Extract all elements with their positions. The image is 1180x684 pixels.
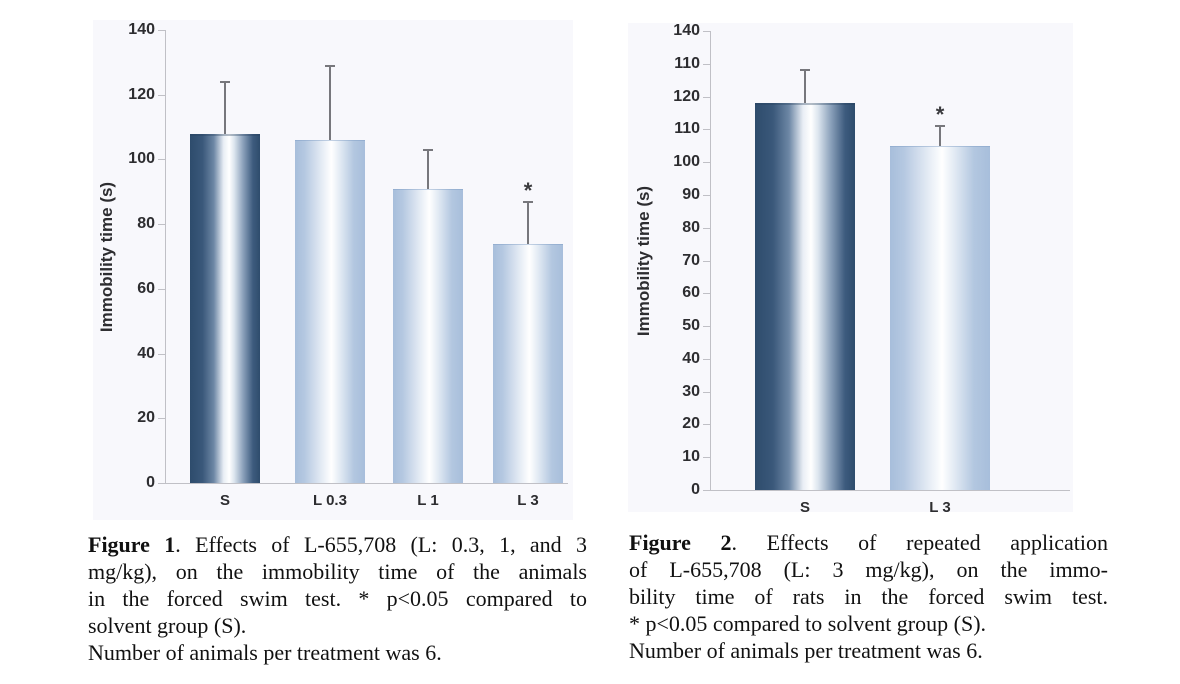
y-tick-label: 80 bbox=[137, 215, 155, 232]
y-tick bbox=[158, 354, 165, 355]
y-tick bbox=[703, 97, 710, 98]
bar bbox=[890, 146, 990, 490]
bar bbox=[755, 103, 855, 490]
caption-line: * p<0.05 compared to solvent group (S). bbox=[629, 611, 987, 636]
significance-asterisk: * bbox=[523, 178, 533, 203]
bar bbox=[295, 140, 365, 483]
y-tick bbox=[158, 95, 165, 96]
x-axis bbox=[710, 490, 1070, 491]
y-tick bbox=[703, 31, 710, 32]
y-tick-label: 30 bbox=[682, 383, 700, 400]
caption-text: . Effects of repeated application bbox=[731, 530, 1108, 555]
error-bar-cap bbox=[935, 125, 945, 127]
bar bbox=[493, 244, 563, 483]
x-axis bbox=[165, 483, 568, 484]
y-tick bbox=[703, 195, 710, 196]
y-tick bbox=[158, 418, 165, 419]
y-tick-label: 80 bbox=[682, 219, 700, 236]
bar bbox=[190, 134, 260, 483]
y-tick bbox=[703, 359, 710, 360]
error-bar bbox=[804, 70, 806, 103]
y-tick-label: 110 bbox=[674, 120, 700, 137]
y-tick bbox=[703, 129, 710, 130]
x-tick-label: L 3 bbox=[517, 492, 539, 509]
caption-line: solvent group (S). bbox=[88, 613, 247, 638]
y-tick bbox=[703, 424, 710, 425]
error-bar-cap bbox=[523, 201, 533, 203]
x-tick-label: L 0.3 bbox=[313, 492, 347, 509]
caption-line: Figure 1. Effects of L-655,708 (L: 0.3, … bbox=[88, 531, 587, 558]
figure-1-chart: Immobility time (s) 0 20 40 60 80 100 120 140 S L… bbox=[93, 20, 573, 520]
y-tick-label: 60 bbox=[137, 280, 155, 297]
y-tick bbox=[158, 289, 165, 290]
y-tick-label: 70 bbox=[682, 252, 700, 269]
y-tick bbox=[158, 224, 165, 225]
y-tick bbox=[703, 228, 710, 229]
y-tick bbox=[158, 30, 165, 31]
figure-2-chart: Immobility time (s) 0 10 20 30 40 50 60 70 80 90 1… bbox=[628, 22, 1073, 516]
figure-1-caption: Figure 1. Effects of L-655,708 (L: 0.3, … bbox=[88, 531, 587, 666]
x-tick-label: L 3 bbox=[929, 499, 951, 516]
x-tick-label: S bbox=[219, 492, 230, 509]
y-tick bbox=[158, 483, 165, 484]
figure-2-caption: Figure 2. Effects of repeated applicatio… bbox=[629, 529, 1108, 664]
y-tick-label: 40 bbox=[682, 350, 700, 367]
y-tick-label: 110 bbox=[674, 55, 700, 72]
y-tick-label: 60 bbox=[682, 284, 700, 301]
error-bar bbox=[527, 202, 529, 244]
y-tick-label: 0 bbox=[691, 481, 700, 498]
y-tick bbox=[703, 162, 710, 163]
y-tick-label: 0 bbox=[146, 474, 155, 491]
error-bar bbox=[329, 66, 331, 140]
y-tick-label: 140 bbox=[128, 21, 155, 38]
y-tick bbox=[703, 261, 710, 262]
y-tick-label: 140 bbox=[673, 22, 700, 39]
y-tick bbox=[703, 326, 710, 327]
caption-line: bility time of rats in the forced swim t… bbox=[629, 584, 1108, 609]
error-bar bbox=[224, 82, 226, 134]
y-tick bbox=[158, 159, 165, 160]
x-tick-label: L 1 bbox=[417, 492, 439, 509]
bar bbox=[393, 189, 463, 483]
caption-line: Figure 2. Effects of repeated applicatio… bbox=[629, 529, 1108, 556]
y-axis bbox=[710, 31, 711, 491]
y-axis bbox=[165, 30, 166, 484]
y-tick-label: 100 bbox=[128, 150, 155, 167]
error-bar bbox=[427, 150, 429, 189]
y-tick-label: 50 bbox=[682, 317, 700, 334]
error-bar bbox=[939, 126, 941, 146]
caption-line: of L-655,708 (L: 3 mg/kg), on the immo- bbox=[629, 557, 1108, 582]
error-bar-cap bbox=[325, 65, 335, 67]
y-tick-label: 20 bbox=[682, 415, 700, 432]
caption-line: mg/kg), on the immobility time of the an… bbox=[88, 559, 587, 584]
error-bar-cap bbox=[800, 69, 810, 71]
y-tick-label: 40 bbox=[137, 345, 155, 362]
y-tick-label: 20 bbox=[137, 409, 155, 426]
y-tick-label: 10 bbox=[682, 448, 700, 465]
caption-line: in the forced swim test. * p<0.05 compar… bbox=[88, 586, 587, 611]
caption-line: Number of animals per treatment was 6. bbox=[88, 640, 442, 665]
x-tick-label: S bbox=[799, 499, 810, 516]
y-tick bbox=[703, 293, 710, 294]
error-bar-cap bbox=[423, 149, 433, 151]
figure-label: Figure 1 bbox=[88, 532, 176, 557]
y-tick-label: 90 bbox=[682, 186, 700, 203]
figure-label: Figure 2 bbox=[629, 530, 732, 555]
y-tick-label: 120 bbox=[673, 88, 700, 105]
significance-asterisk: * bbox=[935, 102, 945, 127]
y-tick-label: 100 bbox=[673, 153, 700, 170]
y-tick bbox=[703, 490, 710, 491]
y-tick bbox=[703, 64, 710, 65]
caption-line: Number of animals per treatment was 6. bbox=[629, 638, 983, 663]
caption-text: . Effects of L-655,708 (L: 0.3, 1, and 3 bbox=[175, 532, 587, 557]
y-tick bbox=[703, 392, 710, 393]
y-tick-label: 120 bbox=[128, 86, 155, 103]
error-bar-cap bbox=[220, 81, 230, 83]
y-tick bbox=[703, 457, 710, 458]
